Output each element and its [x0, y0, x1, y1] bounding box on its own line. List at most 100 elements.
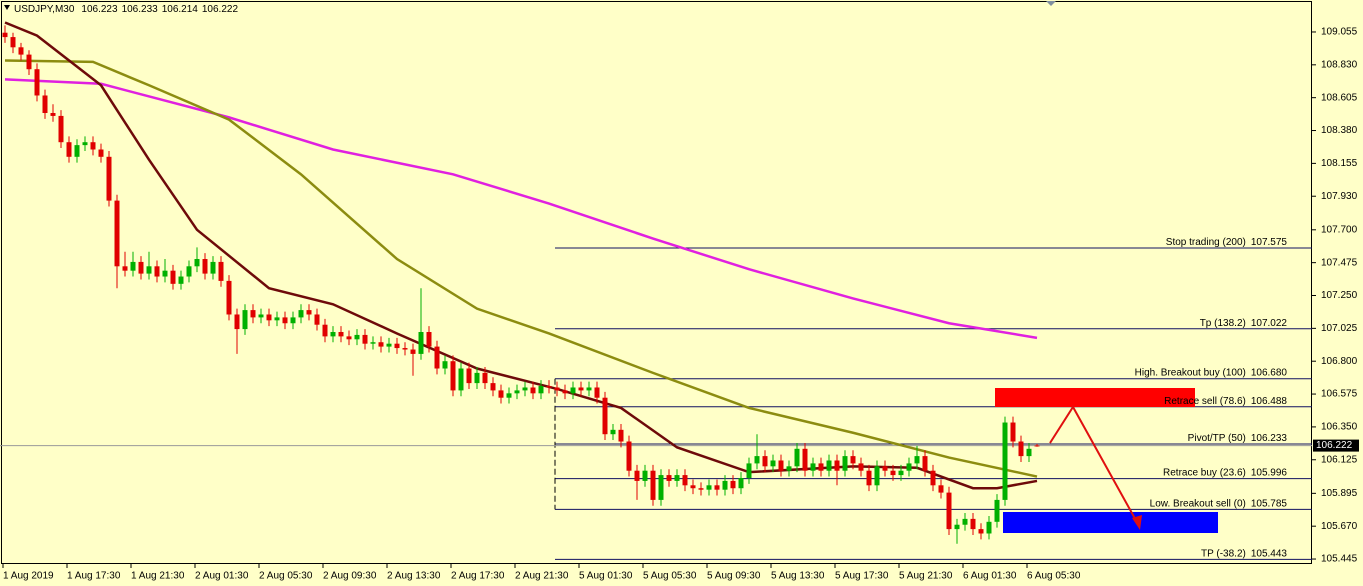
- x-tick-label: 1 Aug 21:30: [131, 571, 185, 582]
- candle-body: [2, 32, 8, 38]
- candle-body: [850, 456, 856, 464]
- x-tick-label: 6 Aug 01:30: [963, 571, 1017, 582]
- y-tick-label: 105.445: [1321, 554, 1358, 565]
- candle-body: [930, 470, 936, 486]
- candle-body: [266, 314, 272, 321]
- candle-body: [570, 387, 576, 394]
- candle-body: [1026, 448, 1032, 457]
- level-label: Stop trading (200) 107.575: [1166, 237, 1288, 248]
- forecast-arrow: [1049, 405, 1139, 525]
- x-tick-label: 2 Aug 09:30: [323, 571, 377, 582]
- x-tick-label: 1 Aug 17:30: [67, 571, 121, 582]
- candle-body: [738, 478, 744, 489]
- candle-body: [146, 266, 152, 274]
- candle-body: [554, 387, 560, 391]
- candle-body: [226, 280, 232, 315]
- candle-body: [434, 346, 440, 369]
- x-tick-label: 6 Aug 05:30: [1027, 571, 1081, 582]
- candle-body: [538, 386, 544, 394]
- candle-body: [170, 270, 176, 284]
- shift-marker: [1046, 1, 1056, 6]
- level-name: Retrace sell (78.6): [1164, 395, 1246, 406]
- moving-average: [4, 78, 1038, 340]
- candle-body: [722, 480, 728, 490]
- candle-body: [618, 429, 624, 442]
- candle-body: [10, 37, 16, 48]
- level-label: Pivot/TP (50) 106.233: [1188, 433, 1288, 444]
- level-value: 107.022: [1251, 317, 1288, 328]
- candle-body: [954, 524, 960, 530]
- candle-body: [762, 456, 768, 467]
- candle-body: [882, 466, 888, 471]
- candle-body: [842, 456, 848, 471]
- candle-body: [562, 390, 568, 394]
- candle-body: [34, 69, 40, 96]
- candle-body: [610, 429, 616, 435]
- y-tick-label: 107.250: [1321, 290, 1358, 301]
- candle-body: [370, 342, 376, 344]
- candle-body: [666, 475, 672, 481]
- y-tick-label: 108.155: [1321, 158, 1358, 169]
- level-name: Stop trading (200): [1166, 237, 1246, 248]
- candle-body: [730, 480, 736, 489]
- candle-body: [962, 518, 968, 525]
- candle-body: [394, 343, 400, 349]
- y-tick-label: 106.575: [1321, 389, 1358, 400]
- candle-body: [338, 332, 344, 337]
- candle-body: [586, 387, 592, 391]
- candle-body: [650, 470, 656, 500]
- candle-body: [794, 448, 800, 467]
- candle-body: [1010, 422, 1016, 442]
- candle-body: [802, 448, 808, 471]
- y-tick-label: 106.800: [1321, 356, 1358, 367]
- candle-body: [474, 372, 480, 384]
- candle-body: [330, 332, 336, 337]
- candle-body: [426, 332, 432, 347]
- x-tick-label: 5 Aug 13:30: [771, 571, 825, 582]
- plot-frame: [1, 1, 1312, 564]
- candle-body: [1018, 441, 1024, 457]
- candle-body: [218, 261, 224, 281]
- candle-body: [714, 485, 720, 490]
- level-value: 105.785: [1251, 498, 1288, 509]
- candle-body: [890, 470, 896, 476]
- level-name: TP (-38.2): [1201, 548, 1246, 559]
- candle-body: [706, 485, 712, 490]
- level-name: Pivot/TP (50): [1188, 433, 1246, 444]
- y-tick-label: 106.350: [1321, 422, 1358, 433]
- candle-body: [106, 156, 112, 201]
- candle-body: [314, 314, 320, 325]
- y-tick-label: 109.055: [1321, 27, 1358, 38]
- candle-body: [602, 397, 608, 435]
- candle-body: [498, 390, 504, 398]
- candle-body: [826, 460, 832, 471]
- quote: 106.214: [162, 4, 199, 15]
- candle-body: [514, 390, 520, 394]
- candle-body: [58, 115, 64, 143]
- candle-body: [594, 387, 600, 398]
- candle-body: [746, 463, 752, 479]
- candle-body: [322, 324, 328, 337]
- candle-body: [682, 475, 688, 486]
- candle-body: [346, 336, 352, 340]
- level-value: 106.233: [1251, 433, 1288, 444]
- candle-body: [234, 314, 240, 330]
- candle-body: [810, 463, 816, 471]
- level-name: Low. Breakout sell (0): [1150, 498, 1246, 509]
- candle-body: [690, 485, 696, 489]
- candle-body: [74, 145, 80, 157]
- moving-average: [4, 59, 1038, 478]
- candle-body: [402, 348, 408, 350]
- candle-body: [354, 334, 360, 340]
- candle-body: [626, 441, 632, 471]
- candle-body: [834, 460, 840, 471]
- candle-body: [274, 317, 280, 321]
- candle-body: [946, 492, 952, 530]
- candle-body: [114, 200, 120, 267]
- candle-body: [1034, 445, 1040, 447]
- level-label: TP (-38.2) 105.443: [1201, 548, 1287, 559]
- candle-body: [194, 259, 200, 267]
- candle-body: [546, 386, 552, 388]
- y-tick-label: 107.475: [1321, 257, 1358, 268]
- candle-body: [66, 142, 72, 157]
